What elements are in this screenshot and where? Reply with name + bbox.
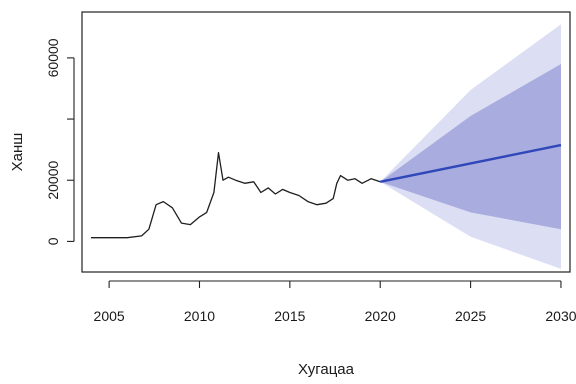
x-tick-label: 2025 <box>455 308 486 324</box>
y-tick-label: 20000 <box>45 161 61 200</box>
x-tick-label: 2030 <box>545 308 576 324</box>
x-tick-label: 2015 <box>274 308 305 324</box>
plot-frame <box>81 11 571 273</box>
y-tick-label: 60000 <box>45 38 61 77</box>
x-tick-label: 2010 <box>184 308 215 324</box>
x-tick-label: 2020 <box>365 308 396 324</box>
x-axis-title: Хугацаа <box>298 361 355 378</box>
x-tick-label: 2005 <box>94 308 125 324</box>
history-line <box>91 152 381 239</box>
x-axis: 2005 2010 2015 2020 2025 2030 <box>94 280 576 324</box>
y-axis-title: Ханш <box>9 133 26 172</box>
series-lines <box>91 143 562 239</box>
band-80 <box>380 64 561 230</box>
forecast-mean-line <box>379 143 562 183</box>
forecast-bands <box>380 24 561 269</box>
y-tick-label: 0 <box>45 237 61 245</box>
y-axis: 0 20000 60000 <box>45 38 75 245</box>
